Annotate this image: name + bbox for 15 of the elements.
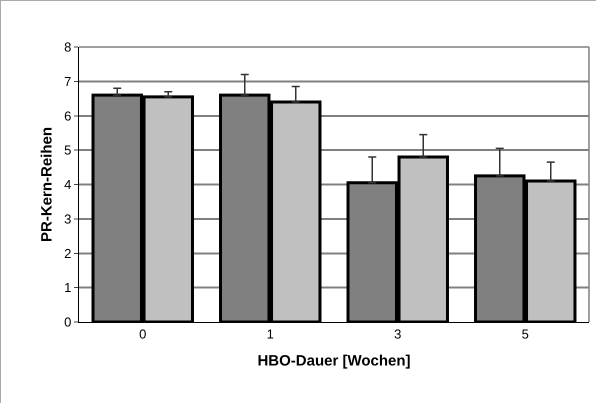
x-tick-label: 5: [522, 326, 529, 342]
y-tick-label: 2: [64, 246, 72, 261]
y-tick-label: 1: [64, 280, 72, 296]
y-tick-label: 5: [64, 142, 72, 158]
y-tick-label: 6: [64, 108, 72, 124]
y-tick-label: 0: [64, 314, 72, 330]
y-axis-title: PR-Kern-Reihen: [38, 126, 56, 242]
x-tick-label: 1: [266, 326, 274, 342]
x-tick-label: 3: [394, 326, 402, 342]
y-tick-label: 8: [64, 40, 72, 55]
x-axis-title: HBO-Dauer [Wochen]: [257, 352, 411, 370]
x-tick-label: 0: [139, 326, 146, 342]
y-tick-label: 7: [64, 74, 72, 89]
y-tick-label: 3: [64, 211, 72, 226]
y-tick-label: 4: [64, 177, 72, 192]
